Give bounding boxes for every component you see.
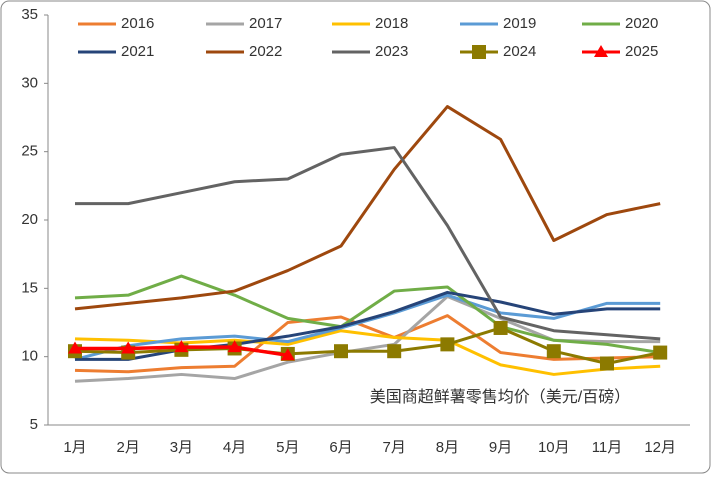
x-tick-label: 6月: [329, 439, 352, 456]
legend-marker: [594, 45, 608, 57]
series-line: [74, 326, 661, 365]
y-tick-label: 20: [21, 211, 38, 228]
marker: [68, 341, 82, 354]
x-tick-label: 12月: [644, 439, 676, 456]
x-tick-label: 4月: [223, 439, 246, 456]
series-line: [74, 329, 661, 376]
legend-marker: [472, 45, 486, 59]
legend-label: 2023: [375, 43, 408, 60]
marker: [387, 344, 402, 359]
marker: [334, 344, 348, 359]
y-tick-label: 30: [21, 74, 38, 91]
legend-label: 2022: [249, 43, 282, 60]
y-tick-label: 5: [30, 416, 38, 433]
y-tick-label: 25: [21, 143, 38, 160]
marker: [653, 345, 668, 360]
y-tick-label: 35: [21, 6, 38, 23]
x-tick-label: 3月: [170, 439, 193, 456]
series-line: [75, 146, 661, 341]
x-tick-label: 7月: [383, 439, 406, 456]
marker: [121, 341, 136, 354]
marker: [174, 340, 189, 353]
y-tick-label: 15: [21, 279, 38, 296]
marker: [600, 356, 614, 371]
legend-label: 2018: [375, 15, 408, 32]
marker: [280, 348, 295, 361]
x-tick-label: 2月: [117, 439, 140, 456]
y-tick-label: 10: [21, 348, 38, 365]
series-line: [74, 274, 661, 355]
legend-label: 2017: [249, 15, 282, 32]
marker: [227, 340, 242, 353]
x-tick-label: 11月: [592, 439, 623, 456]
legend-label: 2016: [121, 15, 154, 32]
legend-label: 2019: [503, 15, 536, 32]
x-tick-label: 10月: [538, 439, 570, 456]
annotation: 美国商超鲜薯零售均价（美元/百磅）: [370, 388, 630, 406]
x-tick-label: 5月: [276, 439, 299, 456]
legend-label: 2024: [503, 43, 536, 60]
x-tick-label: 1月: [63, 439, 86, 456]
x-tick-label: 8月: [436, 439, 459, 456]
marker: [440, 337, 455, 352]
x-tick-label: 9月: [489, 439, 512, 456]
legend-label: 2021: [121, 43, 154, 60]
marker: [546, 344, 561, 359]
legend-label: 2025: [625, 43, 658, 60]
legend-label: 2020: [625, 15, 658, 32]
series-line: [74, 105, 661, 311]
marker: [493, 320, 508, 335]
series-line: [74, 314, 661, 374]
